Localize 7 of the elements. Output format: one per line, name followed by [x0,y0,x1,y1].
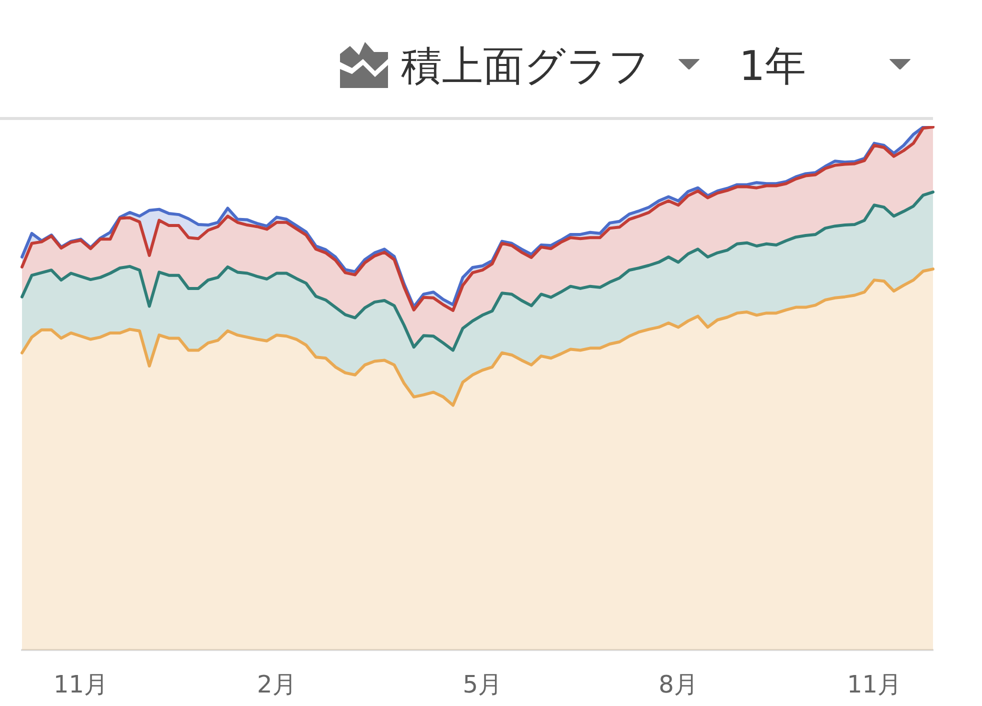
text: 1年 [739,42,806,90]
x-tick-label: 11月 [54,670,108,699]
text: 積上面グラフ [401,42,650,90]
x-tick-label: 5月 [462,670,502,699]
x-tick-label: 8月 [658,670,698,699]
x-tick-label: 11月 [846,670,902,699]
x-tick-label: 2月 [257,670,296,699]
